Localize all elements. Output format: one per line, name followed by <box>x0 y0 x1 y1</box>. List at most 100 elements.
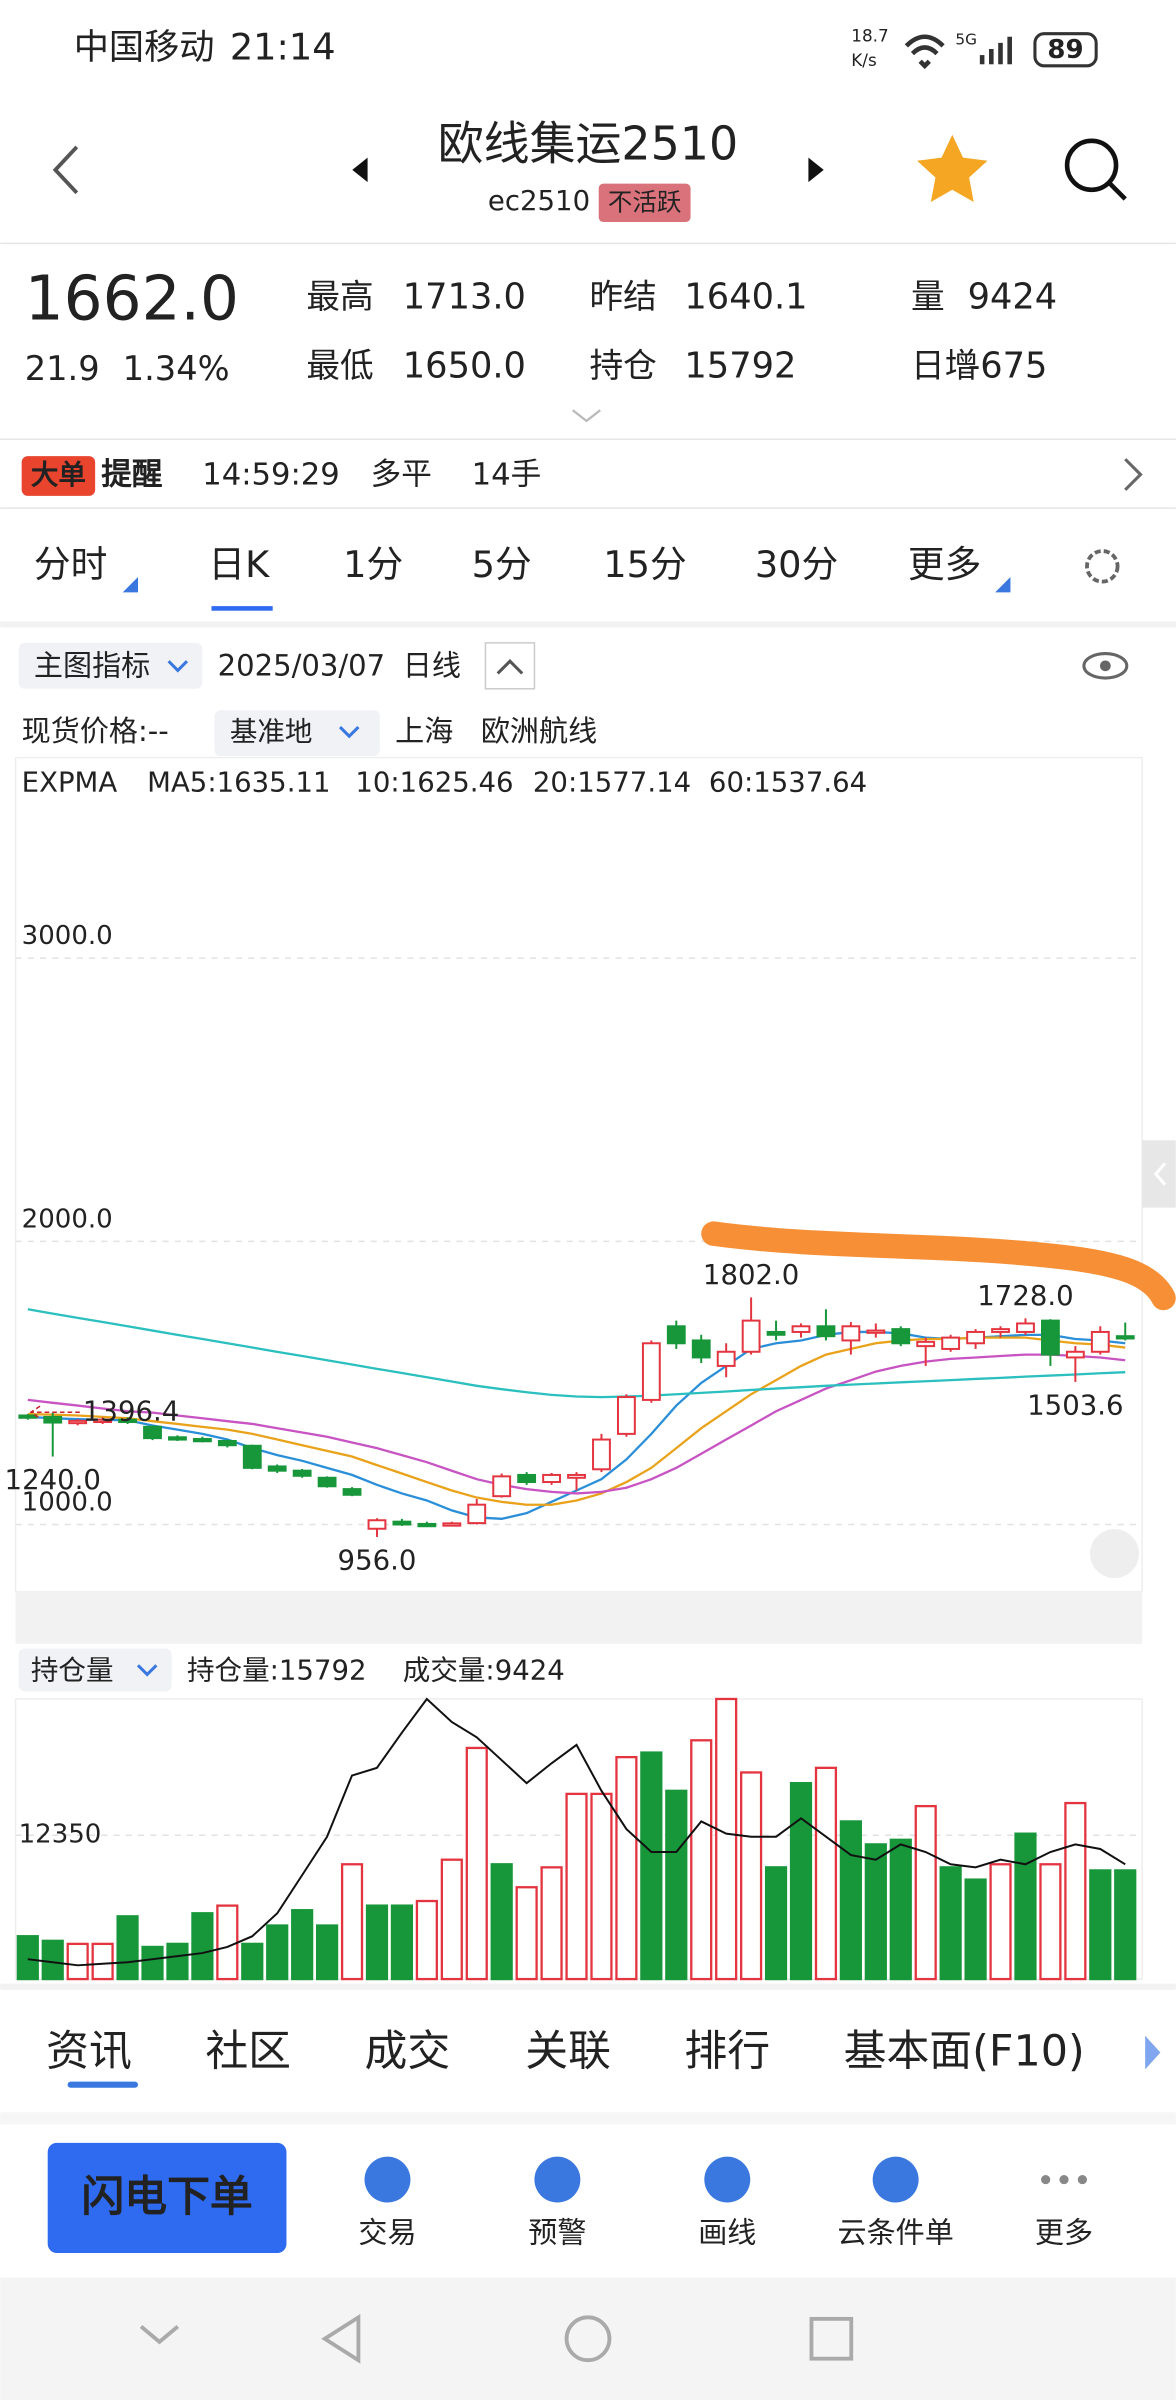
oi-select: 持仓量 <box>31 1654 114 1686</box>
prev-contract[interactable] <box>352 157 368 183</box>
settings-icon[interactable] <box>1085 549 1120 584</box>
nav-recent[interactable] <box>809 2316 854 2361</box>
base-route: 欧洲航线 <box>481 714 597 748</box>
action-label[interactable]: 云条件单 <box>837 2216 953 2250</box>
contract-code: ec2510 <box>488 185 590 217</box>
volume-bar <box>191 1912 214 1981</box>
back-button[interactable] <box>52 145 79 195</box>
hand-drawn-stroke <box>701 1221 1176 1311</box>
action-label[interactable]: 画线 <box>698 2216 756 2250</box>
net-speed: 18.7 <box>851 26 888 46</box>
info-tab[interactable]: 社区 <box>205 2027 291 2077</box>
net-speed-unit: K/s <box>851 50 876 70</box>
candle-body <box>691 1339 711 1359</box>
volume-bar <box>465 1746 488 1981</box>
volume-bar <box>665 1789 688 1981</box>
candle-body <box>93 1418 113 1424</box>
date-axis-bg <box>15 1591 1143 1644</box>
tabs-scroll[interactable] <box>1145 2035 1161 2070</box>
period-tab[interactable]: 1分 <box>343 543 403 586</box>
legend-entry: 20:1577.14 <box>533 767 691 799</box>
quick-order-button[interactable] <box>47 2142 287 2254</box>
legend-entry: 10:1625.46 <box>355 767 513 799</box>
search-icon[interactable] <box>1064 138 1119 193</box>
annotation: 1728.0 <box>977 1280 1073 1312</box>
action-label[interactable]: 预警 <box>528 2216 586 2250</box>
action-icon[interactable] <box>364 2156 411 2203</box>
volume-bar <box>964 1878 987 1981</box>
candle-body <box>641 1342 661 1401</box>
price-change-percent: 1.34% <box>123 349 230 388</box>
period-tab[interactable]: 分时 <box>34 543 107 586</box>
side-handle[interactable] <box>1142 1140 1176 1208</box>
fullscreen-button[interactable] <box>1090 1529 1140 1579</box>
candle-body <box>267 1465 287 1472</box>
indicator-select-bg[interactable] <box>18 642 203 689</box>
annotation: 956.0 <box>338 1544 417 1576</box>
action-icon[interactable] <box>1059 2175 1069 2185</box>
candle-body <box>517 1473 537 1484</box>
battery-level: 89 <box>1047 35 1083 65</box>
candle-body <box>18 1414 38 1419</box>
action-icon[interactable] <box>872 2156 919 2203</box>
action-label[interactable]: 更多 <box>1035 2216 1093 2250</box>
info-tab[interactable]: 关联 <box>525 2027 611 2077</box>
info-tab[interactable]: 成交 <box>365 2027 451 2077</box>
volume-bar <box>914 1804 937 1981</box>
side-handle-arrow <box>1153 1162 1167 1186</box>
search-handle <box>1108 182 1127 201</box>
candle-body <box>467 1503 487 1525</box>
next-contract[interactable] <box>808 157 824 183</box>
action-icon[interactable] <box>1077 2175 1087 2185</box>
period-tab[interactable]: 更多 <box>908 543 981 586</box>
base-select-bg[interactable] <box>214 710 380 757</box>
annotation: 1802.0 <box>703 1259 799 1291</box>
wifi-icon <box>904 34 945 70</box>
alert-more[interactable] <box>1124 458 1143 491</box>
chart-period: 日线 <box>403 648 461 682</box>
carrier: 中国移动 <box>74 27 215 68</box>
oi-select-bg[interactable] <box>18 1648 172 1692</box>
period-tab[interactable]: 15分 <box>603 543 686 586</box>
action-icon[interactable] <box>1041 2175 1051 2185</box>
candle-body <box>242 1444 262 1469</box>
action-icon[interactable] <box>704 2156 751 2203</box>
favorite-star[interactable] <box>917 134 988 203</box>
period-tab[interactable]: 30分 <box>755 543 838 586</box>
volume-bar <box>889 1838 912 1981</box>
nav-back[interactable] <box>321 2313 361 2364</box>
volume-bar <box>565 1792 588 1981</box>
field-value: 1640.1 <box>684 276 807 317</box>
candle-body <box>816 1325 836 1338</box>
period-tab[interactable]: 5分 <box>472 543 532 586</box>
candle-body <box>1090 1330 1110 1353</box>
action-label[interactable]: 交易 <box>358 2216 416 2250</box>
alert-badge-b: 提醒 <box>101 458 163 493</box>
candle-body <box>143 1425 162 1440</box>
action-icon[interactable] <box>534 2156 581 2203</box>
candle-body <box>1115 1335 1135 1340</box>
nav-down[interactable] <box>139 2325 180 2345</box>
volume-bar <box>365 1904 389 1981</box>
candle-body <box>916 1340 936 1348</box>
field-label: 日增 <box>911 346 978 385</box>
candle-body <box>43 1415 63 1424</box>
info-tab[interactable]: 基本面(F10) <box>844 2027 1085 2077</box>
candle-body <box>392 1520 412 1526</box>
eye-icon[interactable] <box>1082 652 1129 680</box>
nav-bar <box>0 2277 1176 2400</box>
info-tab[interactable]: 排行 <box>684 2027 770 2077</box>
collapse-button[interactable] <box>484 642 536 690</box>
candle-body <box>666 1325 686 1345</box>
candle-body <box>941 1336 961 1350</box>
nav-home[interactable] <box>564 2315 612 2363</box>
field-value: -675 <box>968 345 1048 386</box>
info-tab[interactable]: 资讯 <box>46 2027 132 2077</box>
field-value: 15792 <box>684 345 796 386</box>
divider <box>0 621 1176 628</box>
ma-line <box>27 1308 1126 1399</box>
period-tab[interactable]: 日K <box>208 543 270 586</box>
expand-arrow[interactable] <box>571 409 601 423</box>
candle-body <box>168 1436 187 1441</box>
